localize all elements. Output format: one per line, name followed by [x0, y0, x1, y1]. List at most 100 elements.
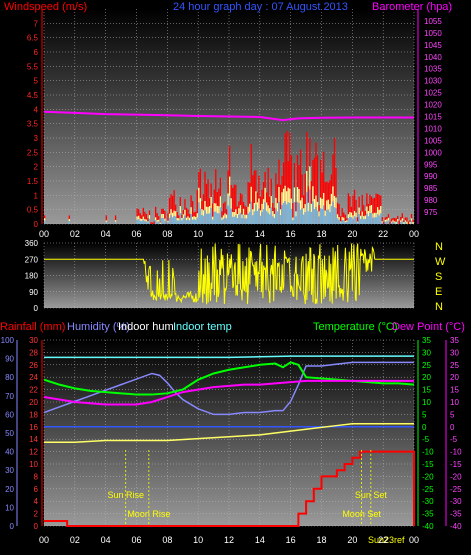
wind-time-tick: 20 [347, 229, 357, 239]
average-bar [252, 215, 254, 224]
average-bar [199, 208, 202, 224]
gust-bar [393, 218, 396, 224]
average-bar [349, 216, 351, 224]
average-bar [397, 221, 399, 224]
average-bar [270, 207, 272, 224]
average-bar [185, 220, 188, 224]
average-bar [196, 217, 198, 224]
gust-bar [375, 193, 377, 224]
average-bar [278, 201, 280, 224]
humidity-tick: 100 [1, 336, 15, 345]
gust-bar [249, 182, 251, 224]
compass-label: N [435, 241, 443, 253]
temperature-tick: -15 [422, 460, 434, 469]
average-bar [321, 208, 323, 224]
gust-bar [233, 184, 235, 224]
temperature-time-tick: 12 [224, 535, 234, 545]
average-bar [344, 222, 346, 224]
dew-point-tick: 15 [450, 386, 459, 395]
windspeed-tick: 6.5 [27, 34, 39, 43]
average-bar [361, 216, 363, 224]
average-bar [145, 221, 148, 224]
temperature-time-tick: 14 [255, 535, 265, 545]
gust-bar [142, 207, 144, 224]
average-bar [370, 212, 373, 224]
humidity-tick: 90 [5, 355, 14, 364]
average-bar [44, 220, 46, 224]
temperature-time-tick: 08 [162, 535, 172, 545]
average-bar [244, 218, 246, 224]
indoor-temp-label: Indoor temp [173, 321, 232, 333]
gust-bar [355, 199, 357, 224]
humidity-tick: 80 [5, 373, 14, 382]
dew-point-tick: 30 [450, 348, 459, 357]
dew-point-tick: 35 [450, 336, 459, 345]
average-bar [338, 219, 340, 224]
wind-bars [44, 131, 414, 224]
speed-bar [406, 221, 408, 224]
average-bar [208, 213, 211, 224]
average-bar [224, 217, 226, 224]
average-bar [275, 208, 277, 224]
barometer-tick: 1045 [424, 41, 442, 50]
windspeed-tick: 3.5 [27, 120, 39, 129]
gust-bar [289, 132, 291, 224]
average-bar [218, 213, 220, 224]
gust-bar [341, 208, 343, 224]
indoor-hum-label: Indoor hum [118, 321, 174, 333]
average-bar [272, 216, 274, 224]
gust-bar [205, 184, 208, 224]
gust-bar [168, 197, 171, 224]
average-bar [266, 211, 268, 224]
gust-bar [361, 194, 363, 224]
average-bar [192, 219, 194, 224]
average-bar [346, 221, 348, 224]
average-bar [377, 213, 379, 224]
windspeed-tick: 3 [34, 134, 39, 143]
speed-bar [159, 222, 161, 224]
gust-bar [324, 182, 326, 224]
average-bar [287, 202, 289, 224]
gust-bar [144, 211, 146, 224]
average-bar [230, 208, 232, 224]
windspeed-tick: 0 [34, 220, 39, 229]
average-bar [229, 195, 231, 224]
average-bar [155, 220, 157, 224]
series-line-rainfall [44, 450, 415, 527]
gust-bar [207, 179, 209, 224]
gust-bar [389, 221, 391, 224]
temperature-tick: 30 [422, 348, 431, 357]
dew-point-tick: -10 [450, 448, 462, 457]
temperature-grid [43, 339, 415, 527]
temperature-tick: 5 [422, 410, 427, 419]
average-bar [350, 217, 353, 224]
temperature-panel: Sun Rise Moon Rise Sun Set Moon Set Sun23ref… [0, 321, 465, 545]
temperature-tick: -30 [422, 497, 434, 506]
average-bar [310, 211, 313, 224]
average-bar [138, 219, 140, 224]
dew-point-tick: 20 [450, 373, 459, 382]
gust-bar [373, 197, 376, 224]
average-bar [190, 213, 192, 224]
average-bar [341, 219, 343, 224]
gust-bar [192, 201, 194, 224]
average-bar [386, 221, 388, 224]
temperature-tick: -25 [422, 485, 434, 494]
average-bar [290, 208, 292, 224]
average-bar [333, 207, 336, 224]
wind-time-tick: 06 [131, 229, 141, 239]
gust-bar [338, 204, 340, 224]
average-bar [323, 205, 325, 224]
rainfall-tick: 30 [29, 336, 38, 345]
barometer-tick: 1015 [424, 113, 442, 122]
speed-bar [409, 221, 411, 224]
humidity-tick: 70 [5, 392, 14, 401]
average-bar [400, 221, 402, 224]
average-bar [164, 220, 166, 224]
average-bar [207, 213, 209, 224]
average-bar [236, 217, 239, 224]
windspeed-tick: 2.5 [27, 148, 39, 157]
gust-bar [406, 217, 408, 224]
barometer-tick: 985 [424, 184, 438, 193]
